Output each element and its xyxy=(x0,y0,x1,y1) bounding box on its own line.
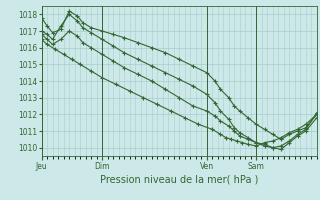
X-axis label: Pression niveau de la mer( hPa ): Pression niveau de la mer( hPa ) xyxy=(100,175,258,185)
